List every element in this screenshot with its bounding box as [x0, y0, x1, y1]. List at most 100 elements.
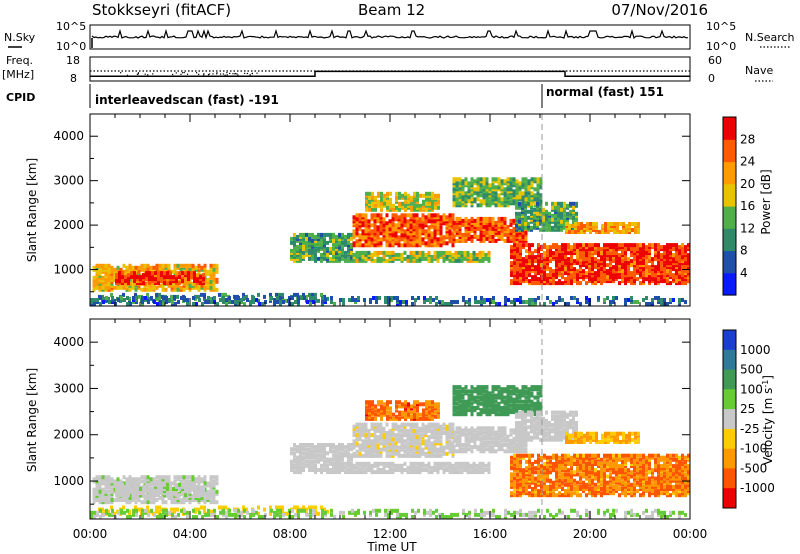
power-cell	[478, 254, 482, 259]
velocity-cell	[397, 439, 401, 444]
power-cell	[386, 191, 389, 196]
power-cell	[549, 259, 552, 264]
velocity-cell	[116, 477, 120, 482]
power-cell	[293, 240, 296, 245]
velocity-cell	[293, 465, 296, 470]
velocity-cell	[344, 470, 347, 475]
velocity-cell	[203, 509, 206, 514]
power-cell	[534, 265, 537, 270]
power-cell	[461, 218, 465, 223]
nave-point	[186, 73, 189, 75]
velocity-cell	[445, 437, 449, 442]
velocity-cell	[452, 430, 456, 435]
velocity-cell	[131, 496, 135, 500]
power-cell	[332, 250, 335, 255]
velocity-cell	[427, 439, 431, 444]
velocity-cell	[293, 505, 296, 510]
power-cell	[600, 271, 603, 276]
velocity-cell	[364, 449, 368, 454]
velocity-cell	[358, 433, 362, 438]
velocity-cell	[391, 426, 395, 431]
power-cell	[585, 271, 588, 276]
velocity-cell	[143, 477, 147, 482]
power-cell	[524, 187, 528, 192]
velocity-cell	[388, 441, 392, 446]
power-cell	[364, 239, 368, 244]
velocity-cell	[164, 475, 168, 480]
power-cell	[341, 250, 344, 255]
power-cell	[572, 215, 575, 220]
power-cell	[434, 201, 437, 206]
power-cell	[373, 223, 377, 228]
power-cell	[519, 249, 522, 254]
power-cell	[551, 217, 554, 222]
velocity-cell	[136, 487, 139, 491]
velocity-cell	[467, 430, 471, 435]
power-cell	[543, 265, 546, 270]
velocity-cell	[202, 484, 205, 489]
power-cell	[467, 218, 471, 223]
velocity-cell	[193, 489, 196, 494]
power-cell	[124, 275, 127, 280]
power-cell	[326, 296, 329, 301]
power-cell	[616, 222, 619, 226]
velocity-cell	[160, 484, 163, 489]
velocity-cell	[347, 445, 350, 450]
power-cell	[525, 255, 528, 260]
velocity-cell	[308, 447, 311, 452]
power-cell	[488, 230, 492, 235]
power-cell	[528, 279, 531, 284]
power-cell	[126, 302, 129, 306]
velocity-cell	[149, 477, 153, 482]
velocity-cell	[212, 498, 216, 503]
velocity-cell	[382, 433, 386, 438]
velocity-cell	[299, 445, 302, 450]
velocity-cell	[335, 445, 338, 450]
power-cell	[615, 247, 618, 252]
power-cell	[413, 203, 416, 208]
power-cell	[179, 285, 183, 290]
nsky-tick-bottom: 10^0	[56, 40, 86, 53]
velocity-cell	[361, 439, 365, 444]
power-cell	[478, 258, 482, 263]
velocity-cell	[95, 489, 99, 494]
power-cell	[537, 296, 540, 300]
velocity-cell	[412, 451, 416, 456]
velocity-cell	[338, 470, 341, 475]
velocity-cell	[179, 479, 183, 484]
power-cell	[305, 252, 308, 257]
velocity-cell	[172, 487, 175, 491]
velocity-cell	[202, 491, 205, 496]
nave-point	[126, 74, 129, 76]
power-cell	[528, 243, 531, 248]
velocity-cell	[332, 453, 335, 458]
velocity-cell	[311, 468, 314, 472]
power-cell	[437, 205, 440, 210]
power-cell	[519, 263, 522, 268]
power-cell	[624, 247, 627, 252]
velocity-cell	[305, 459, 308, 464]
velocity-cell	[352, 453, 356, 458]
power-cell	[497, 230, 501, 235]
power-cell	[430, 231, 434, 236]
velocity-cell	[476, 434, 480, 439]
power-cell	[442, 213, 446, 218]
power-cell	[361, 250, 365, 255]
power-cell	[436, 225, 440, 230]
power-cell	[564, 267, 567, 272]
power-cell	[155, 285, 159, 290]
velocity-cell	[388, 445, 392, 450]
velocity-cell	[391, 451, 395, 456]
power-cell	[567, 261, 570, 266]
power-cell	[633, 261, 636, 266]
power-cell	[537, 247, 540, 252]
velocity-cell	[461, 449, 465, 454]
power-cell	[565, 222, 568, 226]
power-cell	[412, 250, 416, 255]
velocity-cell	[127, 489, 130, 494]
nsky-panel: N.Sky 10^5 10^0 10^5 10^0 N.Search	[4, 20, 795, 53]
velocity-cell	[317, 447, 320, 452]
power-cell	[510, 245, 513, 250]
power-cell	[403, 233, 407, 238]
velocity-cell	[118, 491, 121, 496]
